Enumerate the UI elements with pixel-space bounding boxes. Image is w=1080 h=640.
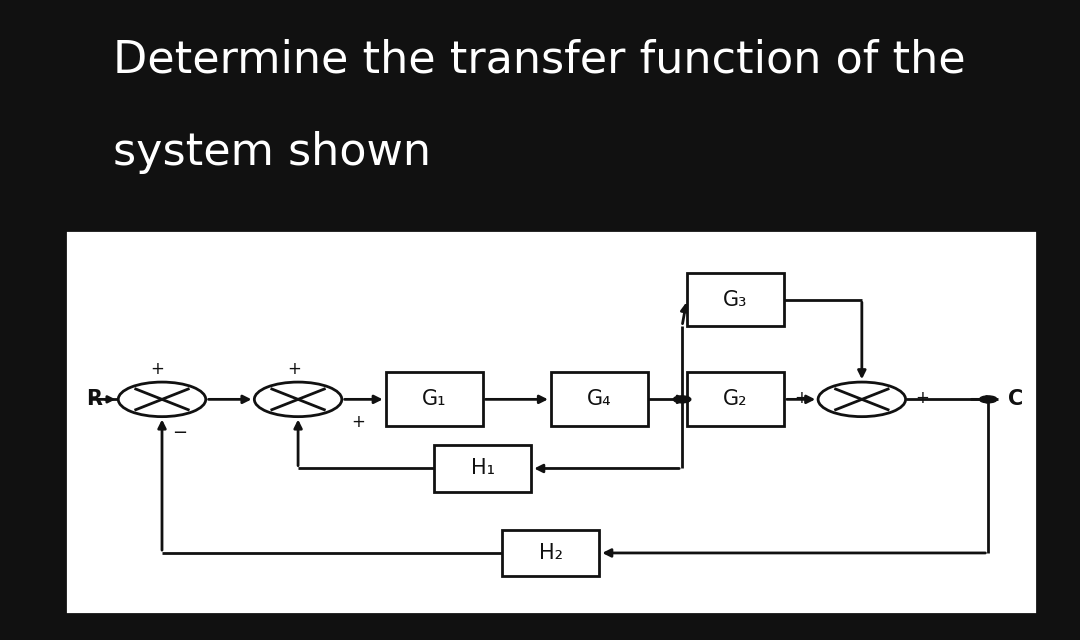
Circle shape	[673, 396, 691, 403]
Bar	[386, 372, 483, 426]
Text: system shown: system shown	[113, 131, 431, 173]
Text: Determine the transfer function of the: Determine the transfer function of the	[113, 38, 966, 81]
Circle shape	[254, 382, 341, 417]
Text: +: +	[287, 360, 300, 378]
Bar	[551, 372, 648, 426]
Bar	[687, 372, 784, 426]
Text: G₄: G₄	[588, 389, 611, 410]
Text: H₁: H₁	[471, 458, 495, 479]
Text: G₁: G₁	[422, 389, 446, 410]
Text: G₂: G₂	[724, 389, 747, 410]
Text: R: R	[86, 389, 102, 410]
Text: +: +	[916, 388, 929, 406]
Circle shape	[819, 382, 905, 417]
Text: −: −	[172, 424, 187, 442]
Bar	[687, 273, 784, 326]
Text: H₂: H₂	[539, 543, 563, 563]
Circle shape	[119, 382, 205, 417]
Text: +: +	[352, 413, 365, 431]
Text: +: +	[795, 388, 808, 406]
Text: C: C	[1008, 389, 1023, 410]
Bar	[434, 445, 531, 492]
Text: G₃: G₃	[724, 289, 747, 310]
Circle shape	[980, 396, 997, 403]
Text: +: +	[151, 360, 164, 378]
Bar	[502, 530, 599, 576]
